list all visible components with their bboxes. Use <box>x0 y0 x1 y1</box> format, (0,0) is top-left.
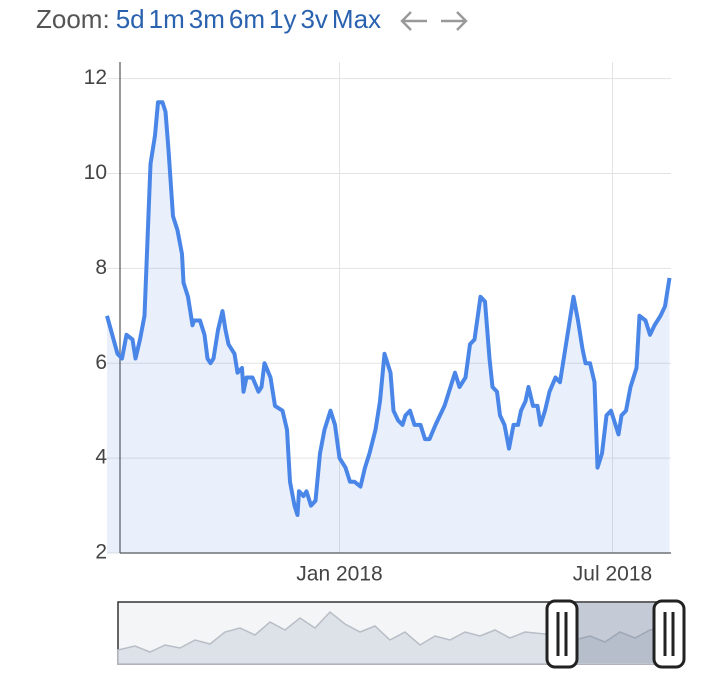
y-tick-label: 12 <box>84 66 107 89</box>
handle-body[interactable] <box>652 599 686 669</box>
zoom-button[interactable]: 3v <box>300 4 328 34</box>
left-handle[interactable] <box>545 599 579 669</box>
zoom-button[interactable]: 1y <box>268 4 297 34</box>
x-tick-label: Jan 2018 <box>296 563 382 586</box>
zoom-bar: Zoom: 5d 1m 3m 6m 1y 3v Max <box>36 4 471 35</box>
y-tick-label: 8 <box>95 256 107 279</box>
zoom-button[interactable]: 5d <box>115 4 145 34</box>
y-tick-label: 6 <box>95 351 107 374</box>
zoom-button[interactable]: 3m <box>188 4 225 34</box>
forward-arrow[interactable] <box>437 9 471 33</box>
series-line <box>105 100 672 517</box>
right-handle[interactable] <box>652 599 686 669</box>
navigator <box>117 599 686 669</box>
y-tick-label: 2 <box>95 541 107 564</box>
handle-body[interactable] <box>545 599 579 669</box>
x-tick-label: Jul 2018 <box>573 563 652 586</box>
navigator-series <box>117 610 669 665</box>
zoom-button[interactable]: 1m <box>148 4 185 34</box>
y-tick-label: 4 <box>95 446 107 469</box>
zoom-buttons: 5d 1m 3m 6m 1y 3v Max <box>116 4 385 34</box>
back-arrow[interactable] <box>397 9 431 33</box>
zoom-button[interactable]: 6m <box>228 4 265 34</box>
zoom-button[interactable]: Max <box>331 4 382 34</box>
zoom-label: Zoom: <box>36 4 110 34</box>
navigator-selection[interactable] <box>563 603 668 663</box>
series-area <box>107 102 670 554</box>
y-tick-label: 10 <box>84 161 107 184</box>
